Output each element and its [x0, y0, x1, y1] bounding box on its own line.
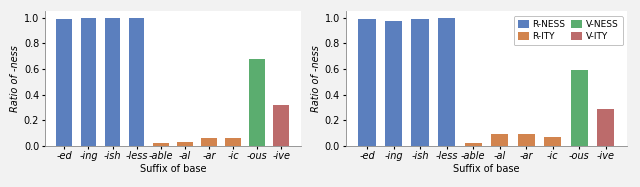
- Bar: [438, 18, 455, 146]
- X-axis label: Suffix of base: Suffix of base: [453, 164, 520, 174]
- Y-axis label: Ratio of -ness: Ratio of -ness: [310, 45, 321, 112]
- Bar: [465, 143, 482, 146]
- Bar: [177, 142, 193, 146]
- Bar: [56, 19, 72, 146]
- Bar: [129, 18, 145, 146]
- Bar: [225, 138, 241, 146]
- Bar: [385, 21, 402, 146]
- Bar: [597, 109, 614, 146]
- Bar: [544, 137, 561, 146]
- Y-axis label: Ratio of -ness: Ratio of -ness: [10, 45, 20, 112]
- Legend: R-NESS, R-ITY, V-NESS, V-ITY: R-NESS, R-ITY, V-NESS, V-ITY: [514, 16, 623, 45]
- Bar: [153, 143, 168, 146]
- Bar: [273, 105, 289, 146]
- Bar: [358, 19, 376, 146]
- Bar: [105, 18, 120, 146]
- Bar: [491, 134, 508, 146]
- Bar: [571, 70, 588, 146]
- Bar: [412, 19, 429, 146]
- Bar: [81, 18, 96, 146]
- Bar: [201, 138, 217, 146]
- Bar: [250, 59, 265, 146]
- Bar: [518, 134, 535, 146]
- X-axis label: Suffix of base: Suffix of base: [140, 164, 206, 174]
